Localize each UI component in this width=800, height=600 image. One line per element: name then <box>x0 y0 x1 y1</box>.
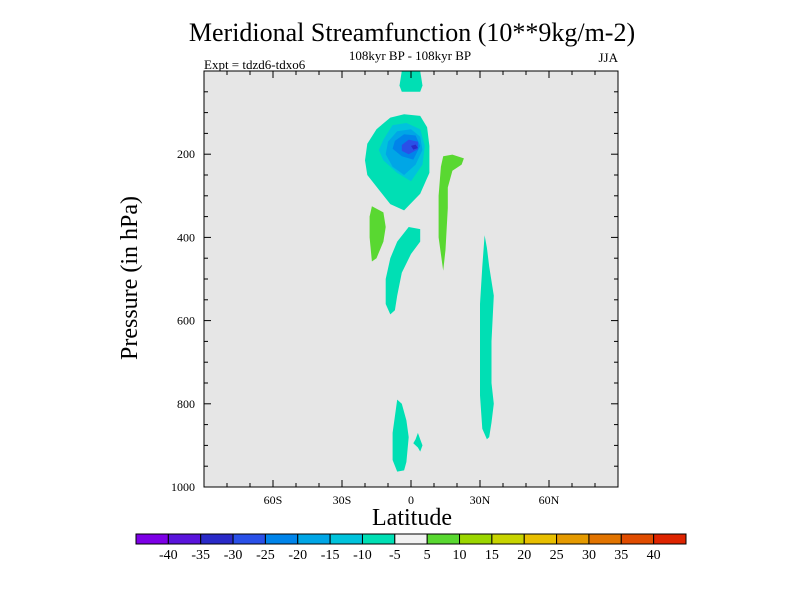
colorbar-label: 10 <box>453 548 467 563</box>
contour-region-cell-minus30 <box>401 139 418 155</box>
colorbar-swatch <box>264 533 299 545</box>
colorbar-label: 15 <box>485 548 499 563</box>
chart-subtitle: 108kyr BP - 108kyr BP <box>349 48 471 63</box>
colorbar-swatch <box>232 533 266 545</box>
y-tick-label: 200 <box>177 147 195 161</box>
contour-region-mid-equatorial <box>385 227 421 315</box>
colorbar-swatch <box>491 533 525 545</box>
contour-region-surface-equatorial <box>392 399 409 472</box>
x-tick-label: 30S <box>333 493 352 507</box>
contour-region-positive-nh-upper <box>438 154 464 271</box>
colorbar-swatch <box>426 533 461 545</box>
chart-title: Meridional Streamfunction (10**9kg/m-2) <box>189 18 635 47</box>
contour-region-cell-minus35 <box>411 144 418 150</box>
x-tick-label: 60S <box>264 493 283 507</box>
colorbar-swatch <box>653 533 687 545</box>
colorbar-label: 30 <box>582 548 596 563</box>
colorbar-label: 35 <box>614 548 628 563</box>
colorbar-label: -20 <box>288 548 307 563</box>
contour-layer <box>365 71 494 472</box>
colorbar-swatch <box>394 533 428 545</box>
colorbar-swatch <box>329 533 363 545</box>
contour-region-nh-lower-tongue <box>480 235 494 440</box>
x-tick-label: 60N <box>539 493 560 507</box>
experiment-label: Expt = tdzd6-tdxo6 <box>204 57 306 72</box>
axis-ticks: 60S 30S 0 30N 60N 200 400 600 800 1000 <box>171 71 618 507</box>
colorbar-label: 5 <box>424 548 431 563</box>
colorbar-swatch <box>459 533 493 545</box>
colorbar-swatch <box>167 533 202 545</box>
x-tick-label: 30N <box>470 493 491 507</box>
colorbar-label: -15 <box>321 548 340 563</box>
y-axis-label: Pressure (in hPa) <box>117 196 143 360</box>
colorbar-label: 40 <box>647 548 661 563</box>
colorbar-label: -40 <box>159 548 178 563</box>
colorbar-label: -5 <box>389 548 401 563</box>
colorbar-label: 25 <box>550 548 564 563</box>
colorbar-label: -35 <box>191 548 210 563</box>
colorbar-swatch <box>556 533 590 545</box>
contour-region-positive-sh-upper <box>369 206 386 262</box>
colorbar-label: 20 <box>517 548 531 563</box>
colorbar-label: -25 <box>256 548 275 563</box>
season-label: JJA <box>598 50 618 65</box>
y-tick-label: 600 <box>177 314 195 328</box>
colorbar-swatch <box>361 533 396 545</box>
colorbar-swatch <box>588 533 622 545</box>
y-tick-label: 400 <box>177 230 195 244</box>
colorbar-label: -10 <box>353 548 372 563</box>
y-tick-label: 800 <box>177 397 195 411</box>
colorbar-label: -30 <box>224 548 243 563</box>
colorbar-swatch <box>200 533 234 545</box>
contour-region-surface-small <box>413 432 423 452</box>
colorbar-swatch <box>135 533 169 545</box>
contour-region-equatorial-column <box>399 71 423 92</box>
x-tick-label: 0 <box>408 493 414 507</box>
colorbar-swatch <box>523 533 558 545</box>
colorbar-swatch <box>620 533 655 545</box>
colorbar: -40 -35 -30 -25 -20 -15 -10 -5 5 10 15 20 25 30 35 40 <box>135 533 687 563</box>
x-axis-label: Latitude <box>372 505 452 531</box>
colorbar-swatch <box>297 533 331 545</box>
y-tick-label: 1000 <box>171 480 195 494</box>
